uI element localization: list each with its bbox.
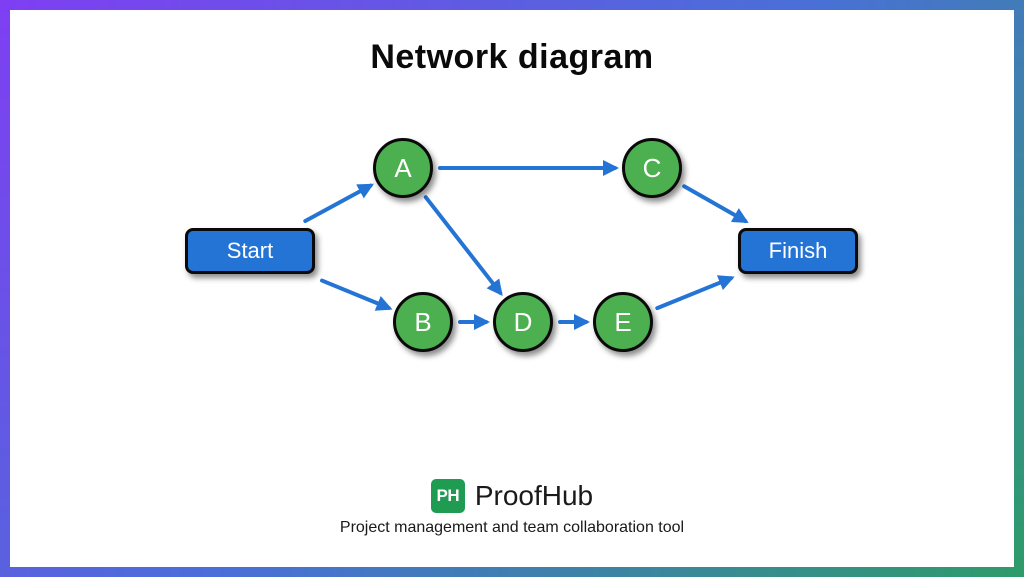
footer: PH ProofHub Project management and team … — [10, 479, 1014, 537]
edge-start-B — [322, 281, 389, 308]
node-B: B — [393, 292, 453, 352]
node-start: Start — [185, 228, 315, 274]
edge-start-A — [305, 186, 370, 221]
brand-row: PH ProofHub — [431, 479, 593, 513]
node-A: A — [373, 138, 433, 198]
node-D: D — [493, 292, 553, 352]
node-E: E — [593, 292, 653, 352]
edge-C-finish — [684, 186, 745, 221]
brand-name: ProofHub — [475, 480, 593, 512]
edge-E-finish — [657, 278, 731, 308]
edge-A-D — [426, 197, 501, 293]
brand-logo-icon: PH — [431, 479, 465, 513]
node-C: C — [622, 138, 682, 198]
node-finish: Finish — [738, 228, 858, 274]
brand-tagline: Project management and team collaboratio… — [340, 519, 684, 537]
frame: Network diagram StartABCDEFinish PH Proo… — [0, 0, 1024, 577]
